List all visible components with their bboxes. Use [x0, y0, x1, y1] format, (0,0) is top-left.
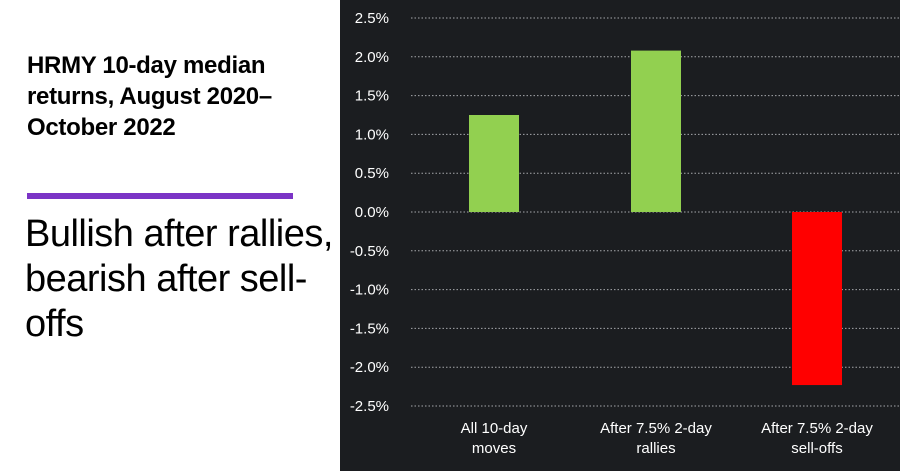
bar-chart: 2.5% 2.0% 1.5% 1.0% 0.5% 0.0% -0.5% -1.0% -1.5% -…	[350, 10, 900, 457]
title-divider	[27, 193, 293, 199]
chart-subtitle: Bullish after rallies, bearish after sel…	[25, 213, 333, 345]
y-axis-ticks: 2.5% 2.0% 1.5% 1.0% 0.5% 0.0% -0.5% -1.0% -1.5% -…	[350, 10, 389, 415]
y-tick-label: -0.5%	[350, 243, 389, 260]
bar	[792, 212, 842, 386]
y-tick-label: 1.5%	[355, 88, 389, 105]
x-category-label: After 7.5% 2-day rallies	[600, 420, 712, 457]
chart-panel: 2.5% 2.0% 1.5% 1.0% 0.5% 0.0% -0.5% -1.0% -1.5% -…	[340, 0, 900, 471]
y-tick-label: -1.5%	[350, 320, 389, 337]
chart-title: HRMY 10-day median returns, August 2020–…	[27, 52, 272, 141]
y-tick-label: 0.0%	[355, 204, 389, 221]
y-tick-label: 2.0%	[355, 49, 389, 66]
bar	[631, 50, 681, 213]
y-tick-label: 2.5%	[355, 10, 389, 27]
title-panel: HRMY 10-day median returns, August 2020–…	[0, 0, 340, 471]
x-category-label: After 7.5% 2-day sell-offs	[761, 420, 873, 457]
y-tick-label: 0.5%	[355, 165, 389, 182]
bar	[469, 115, 519, 212]
bars	[469, 50, 842, 386]
y-tick-label: 1.0%	[355, 126, 389, 143]
x-category-label: All 10-day moves	[461, 420, 528, 457]
x-axis-categories: All 10-day moves After 7.5% 2-day rallies Af…	[461, 420, 874, 457]
y-tick-label: -2.0%	[350, 359, 389, 376]
y-tick-label: -1.0%	[350, 282, 389, 299]
y-tick-label: -2.5%	[350, 398, 389, 415]
